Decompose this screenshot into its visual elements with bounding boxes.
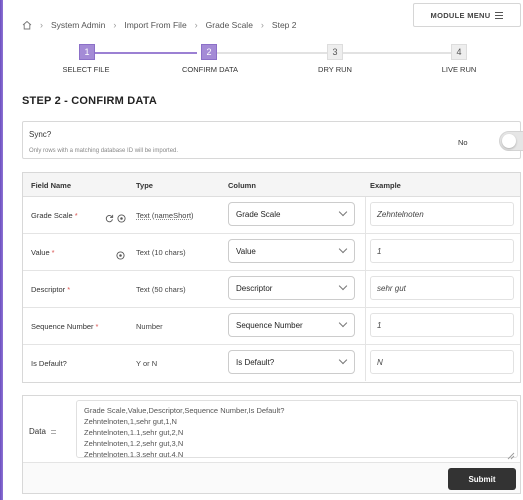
step-progress: 1 2 3 4 SELECT FILE CONFIRM DATA DRY RUN… [0,43,523,77]
sync-panel: Sync? Only rows with a matching database… [22,121,523,159]
info-icon[interactable] [116,247,125,265]
breadcrumb-item-system-admin[interactable]: System Admin [51,20,106,30]
table-row: Value * Text (10 chars) Value 1 [23,234,520,271]
breadcrumb-item-import-from-file[interactable]: Import From File [124,20,187,30]
breadcrumb-separator: › [194,20,198,30]
column-select-value: Is Default? [236,357,275,367]
column-divider [365,271,366,307]
column-divider [365,197,366,233]
step-2-label: CONFIRM DATA [182,65,238,74]
field-type: Text (10 chars) [136,248,186,257]
drag-handle-icon [50,429,56,434]
column-select[interactable]: Descriptor [228,276,355,300]
required-marker: * [95,322,99,331]
data-panel: Data Grade Scale,Value,Descriptor,Sequen… [22,395,521,494]
table-row: Grade Scale * Text (nameShort) Grade Scal… [23,197,520,234]
table-header: Field Name Type Column Example [23,173,520,197]
field-name: Grade Scale * [31,211,78,220]
header-type: Type [136,181,153,190]
breadcrumb-item-grade-scale[interactable]: Grade Scale [205,20,253,30]
field-type: Y or N [136,359,158,368]
field-icons [116,247,125,265]
example-value: 1 [370,239,514,263]
column-divider [365,234,366,270]
field-name: Sequence Number * [31,322,99,331]
example-value: N [370,350,514,374]
column-select-value: Grade Scale [236,209,281,219]
required-marker: * [51,248,55,257]
step-4-label: LIVE RUN [441,65,477,74]
step-connector [343,52,451,54]
column-select[interactable]: Is Default? [228,350,355,374]
resize-handle-icon[interactable] [506,447,515,465]
field-type: Number [136,322,163,331]
field-type: Text (50 chars) [136,285,186,294]
field-name: Value * [31,248,55,257]
field-name: Is Default? [31,359,67,368]
field-mapping-table: Field Name Type Column Example Grade Sca… [22,172,521,383]
breadcrumb-separator: › [113,20,117,30]
step-connector [217,52,327,54]
column-select[interactable]: Sequence Number [228,313,355,337]
sync-hint: Only rows with a matching database ID wi… [29,148,179,154]
table-row: Sequence Number * Number Sequence Number … [23,308,520,345]
hamburger-icon [495,11,504,19]
page-title: STEP 2 - CONFIRM DATA [22,95,157,107]
field-name: Descriptor * [31,285,71,294]
column-select[interactable]: Value [228,239,355,263]
sync-value-label: No [458,138,468,147]
header-field-name: Field Name [31,181,72,190]
chevron-down-icon [338,281,348,291]
info-icon[interactable] [117,210,126,228]
breadcrumb-separator: › [260,20,264,30]
data-textarea[interactable]: Grade Scale,Value,Descriptor,Sequence Nu… [76,400,518,458]
module-menu-label: MODULE MENU [430,10,491,20]
chevron-down-icon [338,318,348,328]
column-select-value: Sequence Number [236,320,303,330]
chevron-down-icon [338,355,348,365]
refresh-icon[interactable] [105,210,114,228]
breadcrumb-separator: › [40,20,43,30]
sidebar-edge [0,0,3,500]
home-icon[interactable] [22,20,32,30]
table-row: Is Default? Y or N Is Default? N [23,345,520,382]
data-label: Data [29,427,56,436]
column-select-value: Value [236,246,256,256]
sync-toggle[interactable] [499,131,523,151]
step-1-box: 1 [79,44,95,60]
column-select-value: Descriptor [236,283,273,293]
column-divider [365,345,366,381]
step-3-label: DRY RUN [318,65,352,74]
step-1-label: SELECT FILE [62,65,110,74]
chevron-down-icon [338,244,348,254]
sync-label: Sync? [29,130,52,139]
example-value: Zehntelnoten [370,202,514,226]
form-footer: Submit [23,462,520,493]
submit-button[interactable]: Submit [448,468,516,490]
example-value: 1 [370,313,514,337]
header-column: Column [228,181,256,190]
column-select[interactable]: Grade Scale [228,202,355,226]
field-type: Text (nameShort) [136,211,194,220]
breadcrumb: › System Admin › Import From File › Grad… [22,20,297,30]
module-menu-button[interactable]: MODULE MENU [413,3,521,27]
step-4-box: 4 [451,44,467,60]
example-value: sehr gut [370,276,514,300]
column-divider [365,308,366,344]
step-connector-done [95,52,197,54]
step-3-box: 3 [327,44,343,60]
required-marker: * [74,211,78,220]
required-marker: * [67,285,71,294]
step-2-box: 2 [201,44,217,60]
header-example: Example [370,181,401,190]
chevron-down-icon [338,207,348,217]
toggle-knob [502,134,516,148]
table-row: Descriptor * Text (50 chars) Descriptor s… [23,271,520,308]
breadcrumb-item-step-2: Step 2 [271,20,297,30]
field-icons [105,210,126,228]
